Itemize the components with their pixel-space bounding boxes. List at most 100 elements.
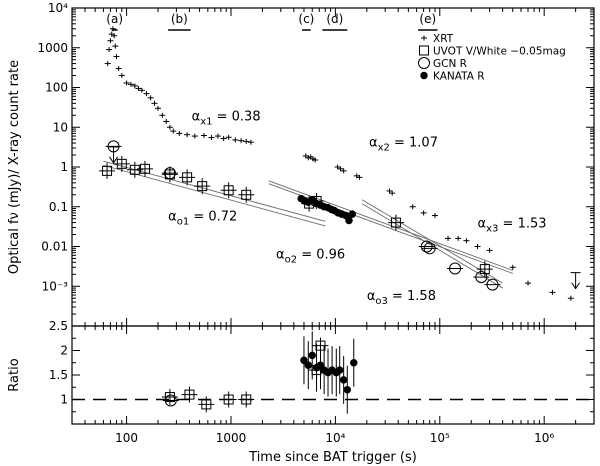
plus-point-23 <box>176 130 183 136</box>
ratio-dot-9 <box>335 346 344 395</box>
circle-point-3 <box>421 242 438 255</box>
slope-annotation-3: αo1 = 0.72 <box>168 210 237 228</box>
plus-point-39 <box>312 157 319 163</box>
square-point-6 <box>194 178 211 195</box>
plus-point-56 <box>525 280 532 286</box>
plus-point-5 <box>111 33 118 39</box>
plus-point-19 <box>159 112 166 118</box>
ratio-series-circle <box>162 394 179 407</box>
plus-point-54 <box>486 247 493 253</box>
plus-point-49 <box>432 213 439 219</box>
circle-point-2 <box>418 240 435 253</box>
x-tick-label-3: 10⁵ <box>430 431 450 445</box>
legend-label-1: UVOT V/White −0.05mag <box>433 46 566 58</box>
legend-marker-1 <box>419 45 429 56</box>
fit-lines <box>103 160 513 289</box>
plus-point-13 <box>135 85 142 91</box>
plus-point-33 <box>243 138 250 144</box>
fit-line-1 <box>103 164 326 227</box>
square-point-11 <box>387 214 404 231</box>
y-tick-label-6: 1000 <box>37 41 68 55</box>
plus-point-51 <box>455 235 462 241</box>
data-points <box>99 26 581 301</box>
plus-point-27 <box>208 135 215 141</box>
ratio-tick-label-1: 1.5 <box>49 368 68 382</box>
ratio-square-1 <box>181 386 198 403</box>
plus-point-47 <box>409 204 416 210</box>
y-tick-label-4: 10 <box>53 120 68 134</box>
x-tick-label-2: 10⁴ <box>325 431 345 445</box>
plus-point-21 <box>166 124 173 130</box>
plus-point-8 <box>115 66 122 72</box>
plus-point-18 <box>155 105 162 111</box>
ratio-plot-frame <box>71 325 595 425</box>
ratio-dot-0 <box>300 336 308 385</box>
plus-point-22 <box>170 128 177 134</box>
epoch-label-4: (e) <box>419 12 436 26</box>
series-plus <box>104 26 574 301</box>
plus-point-0 <box>104 61 111 67</box>
plus-point-48 <box>420 210 427 216</box>
upper-limit-1 <box>570 272 581 290</box>
ratio-dot-1 <box>304 341 313 390</box>
plus-point-16 <box>147 95 154 101</box>
ratio-circle-0 <box>162 394 179 407</box>
circle-point-4 <box>447 262 464 275</box>
ratio-series-dot <box>300 331 358 414</box>
square-point-7 <box>220 182 237 199</box>
x-axis-label: Time since BAT trigger (s) <box>248 450 417 465</box>
plus-point-44 <box>356 174 363 180</box>
ratio-tick-label-3: 2.5 <box>49 319 68 333</box>
square-point-0 <box>99 162 116 179</box>
y-tick-label-7: 10⁴ <box>48 1 68 15</box>
legend-label-2: GCN R <box>433 58 467 70</box>
plus-point-24 <box>184 132 191 138</box>
square-point-8 <box>238 186 255 203</box>
ratio-dot-11 <box>343 365 352 414</box>
light-curve-axis-ticks: 10⁻³ 0.01 0.1 1 10 100 1000 10⁴ <box>37 1 595 327</box>
fit-line-5 <box>361 199 503 284</box>
plus-point-6 <box>112 43 119 49</box>
plus-point-42 <box>340 168 347 174</box>
plus-point-55 <box>509 264 516 270</box>
ratio-y-axis-label: Ratio <box>7 358 22 391</box>
ratio-tick-label-2: 2 <box>60 344 68 358</box>
legend-marker-3 <box>420 71 428 80</box>
ratio-square-4 <box>238 391 255 408</box>
plus-point-20 <box>163 118 170 124</box>
plus-point-28 <box>214 133 221 139</box>
plus-point-10 <box>123 80 130 86</box>
plus-point-30 <box>225 134 232 140</box>
plus-point-52 <box>463 238 470 244</box>
slope-annotation-5: αo3 = 1.58 <box>367 289 436 307</box>
plus-point-2 <box>107 38 114 44</box>
plus-point-46 <box>389 190 396 196</box>
y-tick-label-0: 10⁻³ <box>42 279 69 293</box>
plus-point-41 <box>337 166 344 172</box>
y-tick-label-1: 0.01 <box>41 240 68 254</box>
ratio-axis-ticks: 100 1000 10⁴ 10⁵ 10⁶ 1 1.5 2 2.5 <box>49 319 595 445</box>
upper-limit-0 <box>108 146 119 164</box>
ratio-square-3 <box>220 391 237 408</box>
ratio-dot-2 <box>308 331 316 380</box>
plus-point-29 <box>220 136 227 142</box>
ratio-tick-label-0: 1 <box>60 393 68 407</box>
epoch-label-0: (a) <box>106 12 123 26</box>
ratio-dot-4 <box>316 341 325 390</box>
plus-point-32 <box>238 138 245 144</box>
plus-point-14 <box>138 87 145 93</box>
plus-point-58 <box>567 295 574 301</box>
plus-point-26 <box>200 133 207 139</box>
series-square <box>99 155 493 278</box>
square-point-5 <box>179 169 196 186</box>
legend-marker-0 <box>421 35 427 41</box>
circle-point-6 <box>484 278 501 291</box>
x-tick-label-4: 10⁶ <box>534 431 554 445</box>
circle-point-1 <box>161 167 178 180</box>
plus-point-17 <box>151 100 158 106</box>
square-point-1 <box>113 155 130 172</box>
slope-annotation-4: αo2 = 0.96 <box>276 247 345 265</box>
x-tick-label-0: 100 <box>115 431 138 445</box>
